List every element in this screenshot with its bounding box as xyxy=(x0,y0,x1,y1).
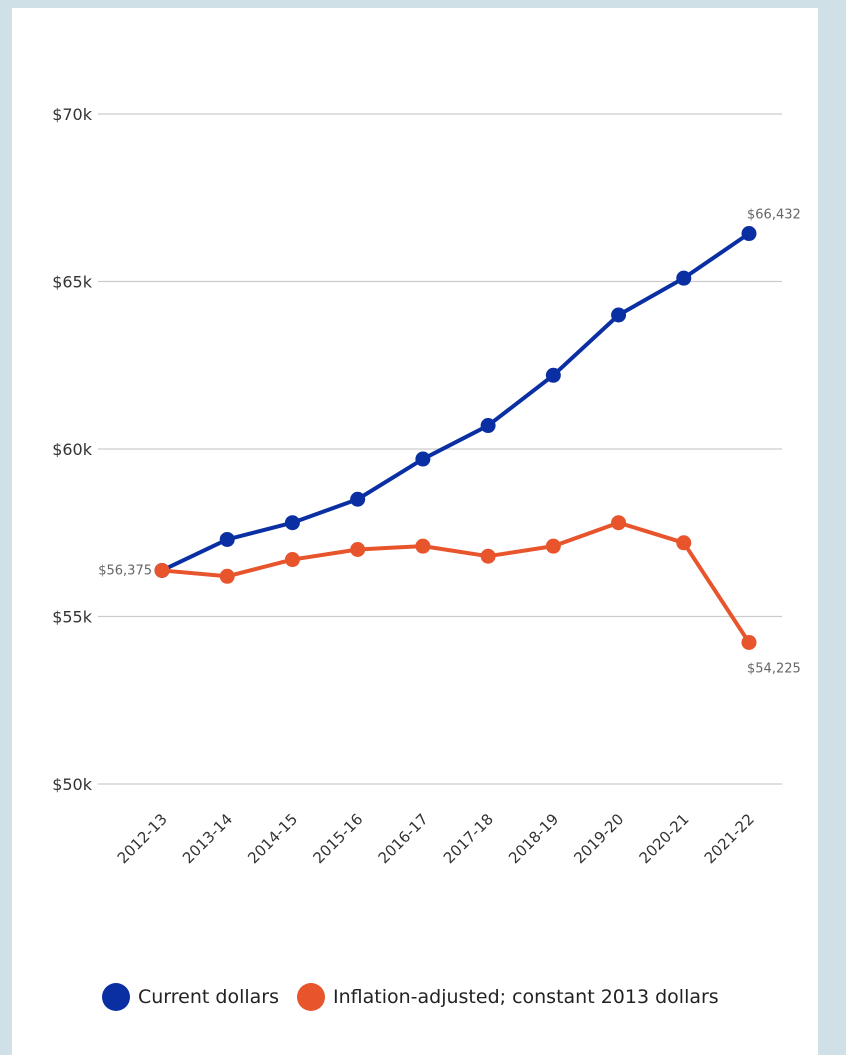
data-point-s0-2 xyxy=(284,515,300,531)
legend-swatch-current xyxy=(102,983,130,1011)
data-label-1: $66,432 xyxy=(747,208,801,223)
y-tick-label: $70k xyxy=(52,105,93,124)
legend-item-current: Current dollars xyxy=(102,983,279,1011)
data-point-s1-1 xyxy=(219,568,235,584)
data-point-s1-2 xyxy=(284,552,300,568)
data-point-s1-0 xyxy=(154,562,170,578)
legend-label-current: Current dollars xyxy=(138,986,279,1008)
y-tick-label: $55k xyxy=(52,608,93,627)
data-label-2: $54,225 xyxy=(747,661,801,676)
legend-swatch-inflation xyxy=(297,983,325,1011)
legend: Current dollars Inflation-adjusted; cons… xyxy=(102,983,737,1011)
x-tick-label: 2012-13 xyxy=(114,810,171,867)
line-chart: $50k $55k $60k $65k $70k 2012-13 2013-14 2014-1… xyxy=(52,105,801,867)
data-point-s1-9 xyxy=(741,634,757,650)
y-tick-label: $60k xyxy=(52,440,93,459)
x-tick-label: 2015-16 xyxy=(309,810,366,867)
x-tick-label: 2020-21 xyxy=(636,810,693,867)
data-point-s0-6 xyxy=(545,367,561,383)
data-point-s1-6 xyxy=(545,538,561,554)
y-tick-label: $50k xyxy=(52,775,93,794)
data-point-s1-5 xyxy=(480,548,496,564)
data-point-s0-9 xyxy=(741,226,757,242)
x-tick-label: 2016-17 xyxy=(375,810,432,867)
x-tick-label: 2021-22 xyxy=(701,810,758,867)
series-line-0 xyxy=(160,231,751,573)
x-tick-label: 2017-18 xyxy=(440,810,497,867)
data-point-s0-4 xyxy=(415,451,431,467)
x-tick-label: 2018-19 xyxy=(505,810,562,867)
data-point-s1-4 xyxy=(415,538,431,554)
legend-label-inflation: Inflation-adjusted; constant 2013 dollar… xyxy=(333,986,719,1008)
chart-card: $50k $55k $60k $65k $70k 2012-13 2013-14 2014-1… xyxy=(12,8,818,1055)
legend-item-inflation: Inflation-adjusted; constant 2013 dollar… xyxy=(297,983,719,1011)
x-tick-label: 2019-20 xyxy=(570,810,627,867)
series-line-1 xyxy=(160,520,751,645)
data-point-s0-1 xyxy=(219,531,235,547)
data-point-s0-8 xyxy=(676,270,692,286)
data-point-s1-3 xyxy=(350,542,366,557)
data-point-s1-7 xyxy=(611,515,627,531)
data-label-0: $56,375 xyxy=(98,563,152,578)
x-tick-label: 2014-15 xyxy=(244,810,301,867)
x-tick-label: 2013-14 xyxy=(179,810,236,867)
data-point-s0-7 xyxy=(611,307,627,323)
y-tick-label: $65k xyxy=(52,273,93,292)
data-point-s0-3 xyxy=(350,491,366,507)
data-point-s1-8 xyxy=(676,535,692,551)
data-point-s0-5 xyxy=(480,418,496,434)
